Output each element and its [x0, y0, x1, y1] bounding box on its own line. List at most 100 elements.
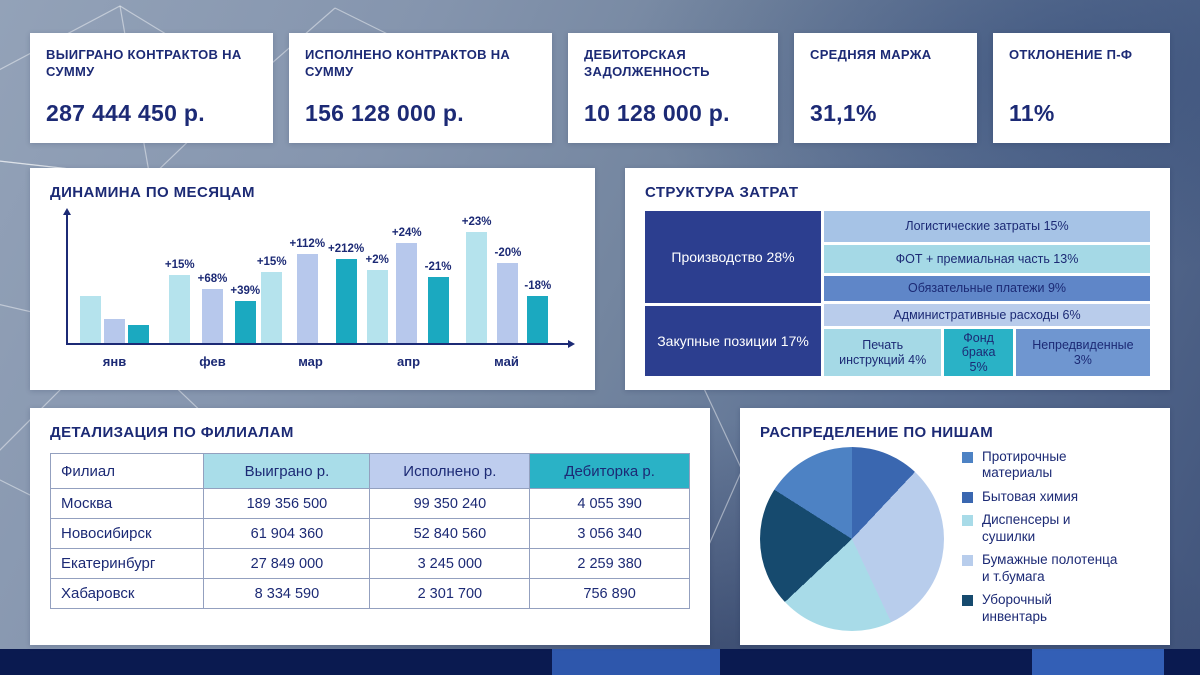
cell-executed: 2 301 700 [369, 578, 531, 609]
bar-percent-label: +112% [289, 237, 326, 250]
treemap-cell-mandatory: Обязательные платежи 9% [824, 276, 1150, 301]
cell-receivables: 2 259 380 [529, 548, 690, 579]
header-receivables: Дебиторка р. [529, 453, 690, 489]
bottom-keyboard-bar [0, 649, 1200, 675]
bar [202, 289, 223, 343]
cell-won: 61 904 360 [203, 518, 371, 549]
table-row: Хабаровск 8 334 590 2 301 700 756 890 [49, 578, 690, 609]
x-axis [66, 340, 575, 348]
bar-group: +15% +68% +39% [165, 259, 260, 343]
bar-groups: +15% +68% +39% +15% +112% +212% +2% +24% -21% +23… [80, 211, 551, 343]
cell-won: 8 334 590 [203, 578, 371, 609]
bar-with-label: +2% [365, 253, 389, 343]
kpi-label: СРЕДНЯЯ МАРЖА [810, 47, 932, 62]
legend-item: Бумажные полотенца и т.бумага [962, 552, 1120, 585]
kpi-card-receivables: ДЕБИТОРСКАЯ ЗАДОЛЖЕННОСТЬ 10 128 000 р. [568, 33, 778, 143]
kpi-value: 31,1% [810, 100, 877, 126]
branch-details-title: ДЕТАЛИЗАЦИЯ ПО ФИЛИАЛАМ [50, 424, 294, 441]
bar-group: +15% +112% +212% [257, 237, 364, 343]
treemap-cell-defect: Фонд брака 5% [944, 329, 1013, 377]
monthly-dynamics-title: ДИНАМИНА ПО МЕСЯЦАМ [50, 184, 255, 201]
legend-label: Бытовая химия [982, 488, 1079, 504]
kpi-label: ВЫИГРАНО КОНТРАКТОВ НА СУММУ [46, 47, 242, 79]
cost-structure-title: СТРУКТУРА ЗАТРАТ [645, 184, 799, 201]
cell-won: 27 849 000 [203, 548, 371, 579]
cost-structure-panel: СТРУКТУРА ЗАТРАТ Производство 28% Закупн… [625, 168, 1170, 390]
kpi-card-average-margin: СРЕДНЯЯ МАРЖА 31,1% [794, 33, 977, 143]
treemap-cell-production: Производство 28% [645, 211, 821, 304]
treemap-cell-purchase: Закупные позиции 17% [645, 306, 821, 377]
legend-label: Диспенсеры и сушилки [982, 512, 1071, 544]
cell-executed: 3 245 000 [369, 548, 531, 579]
month-label: мар [298, 354, 323, 369]
bar-percent-label: +24% [391, 226, 422, 239]
branch-details-panel: ДЕТАЛИЗАЦИЯ ПО ФИЛИАЛАМ Филиал Выиграно … [30, 408, 710, 645]
bar [169, 275, 191, 343]
table-row: Москва 189 356 500 99 350 240 4 055 390 [49, 488, 690, 519]
bar [396, 243, 418, 343]
header-executed: Исполнено р. [369, 453, 531, 489]
cell-branch: Москва [49, 488, 205, 519]
bar-with-label: +24% [391, 226, 422, 343]
legend-label: Протирочные материалы [982, 449, 1067, 481]
month-label: май [494, 354, 519, 369]
bar [335, 259, 357, 343]
legend-item: Протирочные материалы [962, 449, 1120, 482]
treemap-bottom-row: Печать инструкций 4% Фонд брака 5% Непре… [824, 329, 1150, 377]
bar-with-label: -20% [494, 246, 522, 343]
bar [296, 254, 318, 343]
cost-treemap: Производство 28% Закупные позиции 17% Ло… [645, 211, 1150, 377]
kpi-card-executed-contracts: ИСПОЛНЕНО КОНТРАКТОВ НА СУММУ 156 128 00… [289, 33, 552, 143]
bar-percent-label: +2% [365, 253, 389, 266]
kpi-card-won-contracts: ВЫИГРАНО КОНТРАКТОВ НА СУММУ 287 444 450… [30, 33, 273, 143]
cell-won: 189 356 500 [203, 488, 371, 519]
month-label: янв [102, 354, 127, 369]
bar [128, 325, 149, 343]
legend-swatch-icon [962, 555, 973, 567]
treemap-cell-print: Печать инструкций 4% [824, 329, 942, 377]
cell-branch: Екатеринбург [49, 548, 205, 579]
bar-percent-label: +15% [256, 255, 287, 268]
bar [527, 296, 549, 343]
legend-label: Бумажные полотенца и т.бумага [982, 552, 1118, 584]
month-label: фев [199, 354, 226, 369]
kpi-value: 156 128 000 р. [305, 100, 464, 126]
month-label: апр [396, 354, 421, 369]
y-axis [63, 208, 71, 345]
legend-item: Бытовая химия [962, 489, 1120, 505]
niche-pie [760, 447, 944, 631]
bar-group [80, 292, 149, 343]
bar-percent-label: -20% [494, 246, 522, 259]
kpi-label: ИСПОЛНЕНО КОНТРАКТОВ НА СУММУ [305, 47, 511, 79]
table-row: Новосибирск 61 904 360 52 840 560 3 056 … [49, 518, 690, 549]
bar-percent-label: +212% [328, 242, 365, 255]
treemap-right-column: Логистические затраты 15% ФОТ + премиаль… [824, 211, 1150, 377]
kpi-card-plan-fact-deviation: ОТКЛОНЕНИЕ П-Ф 11% [993, 33, 1170, 143]
legend-item: Уборочный инвентарь [962, 592, 1120, 625]
legend-swatch-icon [962, 491, 973, 503]
treemap-cell-admin: Административные расходы 6% [824, 304, 1150, 326]
legend-label: Уборочный инвентарь [982, 592, 1052, 624]
bar-percent-label: +39% [230, 284, 261, 297]
bar-percent-label: +68% [197, 272, 228, 285]
bar [466, 232, 488, 343]
bar-group: +23% -20% -18% [462, 216, 551, 343]
cell-receivables: 756 890 [529, 578, 690, 609]
bar-with-label: +15% [165, 259, 195, 343]
bar-with-label: +112% [289, 237, 326, 343]
cell-receivables: 4 055 390 [529, 488, 690, 519]
treemap-cell-unforeseen: Непредвиденные 3% [1015, 329, 1150, 377]
bar-percent-label: -21% [424, 260, 452, 273]
cell-branch: Новосибирск [49, 518, 205, 549]
bar-percent-label: +23% [461, 215, 492, 228]
bar [366, 270, 388, 343]
bar-with-label: +23% [461, 215, 492, 343]
bar [497, 263, 519, 343]
cell-executed: 52 840 560 [369, 518, 531, 549]
branch-table: Филиал Выиграно р. Исполнено р. Дебиторк… [49, 453, 690, 609]
legend-swatch-icon [962, 515, 973, 527]
bar-group: +2% +24% -21% [366, 226, 451, 343]
month-labels: янв фев мар апр май [80, 354, 541, 369]
bar-with-label [104, 315, 125, 343]
cell-branch: Хабаровск [49, 578, 205, 609]
